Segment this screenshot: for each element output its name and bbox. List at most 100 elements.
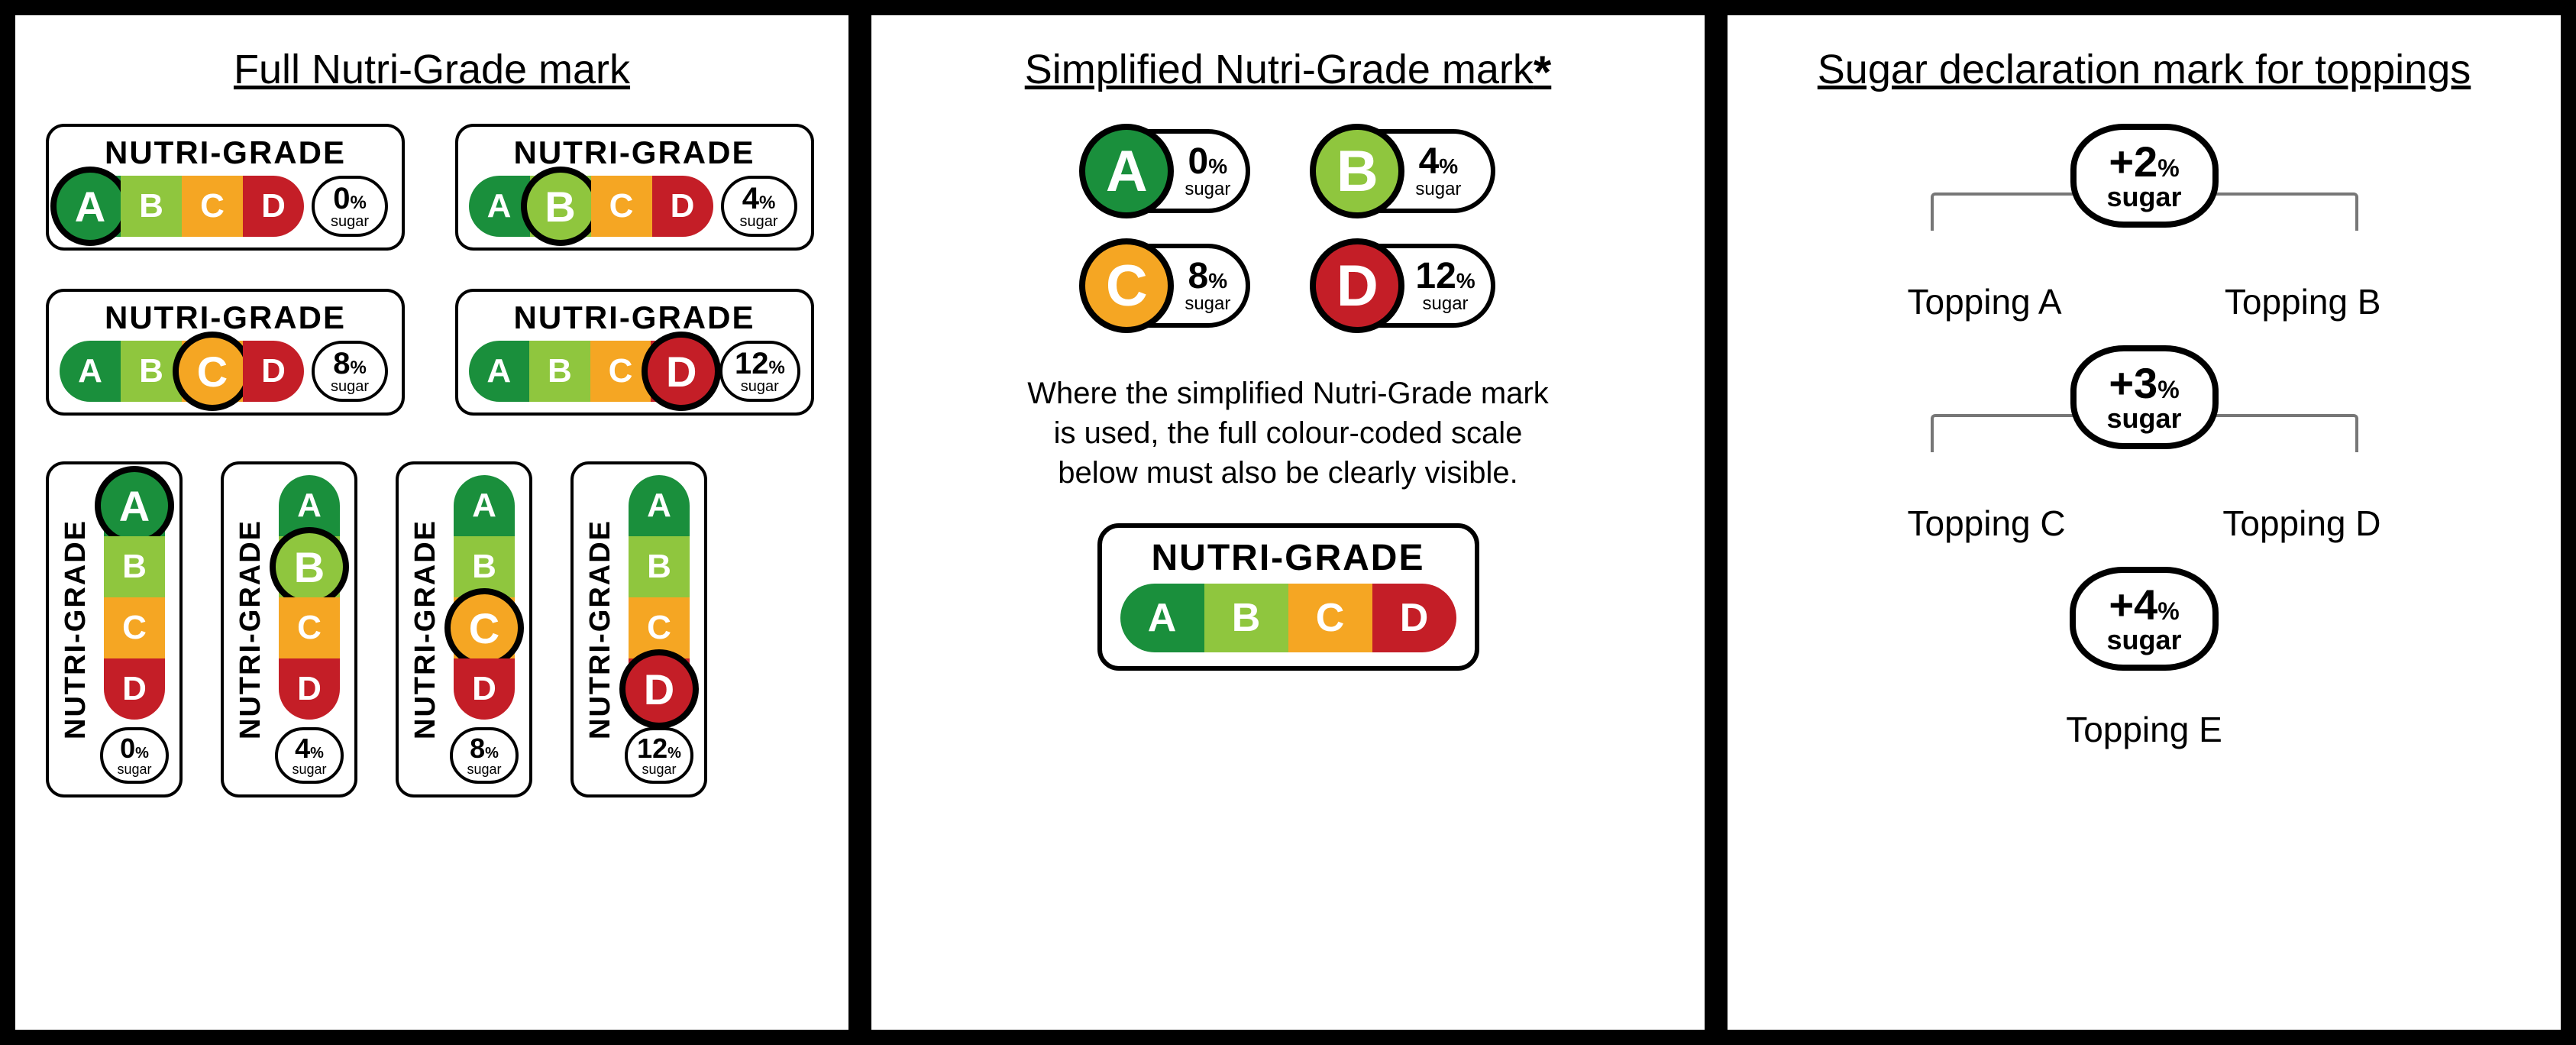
sugar-pill: 4%sugar bbox=[721, 176, 797, 237]
grade-letter: B bbox=[122, 548, 147, 586]
nutri-grade-header: NUTRI-GRADE bbox=[60, 299, 391, 336]
grade-letter: A bbox=[472, 487, 496, 525]
scale-slot-C: C bbox=[1288, 584, 1372, 652]
grade-letter: D bbox=[671, 187, 695, 225]
grade-letter: C bbox=[469, 603, 499, 653]
grade-letter: D bbox=[297, 670, 322, 708]
grade-col: ABCD8%sugar bbox=[450, 475, 519, 784]
nutri-grade-header-vert: NUTRI-GRADE bbox=[584, 519, 617, 739]
simplified-sugar-text: 0%sugar bbox=[1185, 144, 1230, 199]
nutri-grade-header-vert: NUTRI-GRADE bbox=[409, 519, 442, 739]
grade-slot-A: A bbox=[104, 475, 165, 536]
grade-slot-A: A bbox=[454, 475, 515, 536]
grade-letter: B bbox=[647, 548, 671, 586]
topping-labels: Topping C Topping D bbox=[1877, 503, 2412, 544]
nutri-grade-header: NUTRI-GRADE bbox=[469, 134, 800, 171]
topping-label: Topping D bbox=[2222, 503, 2380, 544]
grade-letter: C bbox=[297, 609, 322, 647]
full-horizontal-grid: NUTRI-GRADEABCD0%sugarNUTRI-GRADEABCD4%s… bbox=[46, 124, 818, 416]
grade-letter: C bbox=[609, 187, 634, 225]
nutri-grade-card-D: NUTRI-GRADEABCD12%sugar bbox=[455, 289, 814, 416]
panel-full-mark: Full Nutri-Grade mark NUTRI-GRADEABCD0%s… bbox=[15, 15, 848, 1030]
grade-letter: A bbox=[78, 352, 102, 390]
grade-slot-C: C bbox=[279, 597, 340, 658]
grade-slot-D: D bbox=[104, 658, 165, 720]
grade-slot-B: B bbox=[629, 536, 690, 597]
grade-letter: D bbox=[122, 670, 147, 708]
panel2-title-text: Simplified Nutri-Grade mark bbox=[1025, 47, 1534, 92]
grade-letter: A bbox=[119, 481, 150, 531]
scale-row: ABCD bbox=[1116, 584, 1461, 652]
panel1-title: Full Nutri-Grade mark bbox=[46, 46, 818, 93]
grade-letter: D bbox=[644, 665, 674, 714]
grade-row: ABCD0%sugar bbox=[60, 176, 391, 237]
grade-slot-A: A bbox=[60, 176, 121, 237]
grade-slot-C: C bbox=[104, 597, 165, 658]
grade-letter: A bbox=[647, 487, 671, 525]
grade-slot-B: B bbox=[279, 536, 340, 597]
grade-letter: B bbox=[139, 352, 163, 390]
nutri-grade-card-C: NUTRI-GRADE ABCD8%sugar bbox=[46, 289, 405, 416]
grade-letter: D bbox=[261, 352, 286, 390]
simplified-note: Where the simplified Nutri-Grade mark is… bbox=[998, 374, 1579, 493]
panel2-title: Simplified Nutri-Grade mark* bbox=[902, 46, 1674, 99]
nutri-grade-header-vert: NUTRI-GRADE bbox=[60, 519, 92, 739]
scale-slot-A: A bbox=[1120, 584, 1204, 652]
grade-slot-D: D bbox=[279, 658, 340, 720]
grade-letter: B bbox=[472, 548, 496, 586]
grade-col: ABCD12%sugar bbox=[625, 475, 693, 784]
note-line-2: is used, the full colour-coded scale bbox=[998, 413, 1579, 453]
grade-letter: C bbox=[609, 352, 633, 390]
grade-slot-D: D bbox=[243, 176, 304, 237]
grade-letter: C bbox=[197, 347, 228, 396]
scale-card: NUTRI-GRADE ABCD bbox=[1097, 523, 1479, 671]
topping-label: Topping C bbox=[1908, 503, 2066, 544]
scale-header: NUTRI-GRADE bbox=[1116, 537, 1461, 579]
grade-slot-D: D bbox=[243, 341, 304, 402]
topping-label: Topping A bbox=[1908, 281, 2062, 322]
grade-letter: D bbox=[472, 670, 496, 708]
nutri-grade-header: NUTRI-GRADE bbox=[60, 134, 391, 171]
grade-letter: A bbox=[75, 182, 105, 231]
simplified-circle-B: B bbox=[1310, 124, 1404, 218]
simplified-pill-D: D12%sugar bbox=[1311, 244, 1495, 328]
grade-slot-B: B bbox=[104, 536, 165, 597]
grade-letter: A bbox=[487, 187, 512, 225]
grade-letter: A bbox=[486, 352, 511, 390]
simplified-sugar-text: 4%sugar bbox=[1415, 144, 1461, 199]
grade-slot-C: C bbox=[591, 176, 652, 237]
topping-oval: +2%sugar bbox=[2070, 124, 2218, 228]
simplified-grid: A0%sugarB4%sugarC8%sugarD12%sugar bbox=[902, 129, 1674, 328]
note-line-3: below must also be clearly visible. bbox=[998, 453, 1579, 493]
nutri-grade-card-vert-D: NUTRI-GRADEABCD12%sugar bbox=[570, 461, 707, 798]
panel-toppings: Sugar declaration mark for toppings +2%s… bbox=[1728, 15, 2561, 1030]
simplified-circle-C: C bbox=[1079, 238, 1174, 333]
full-vertical-grid: NUTRI-GRADEABCD0%sugarNUTRI-GRADEABCD4%s… bbox=[46, 461, 818, 798]
topping-single: +4%sugarTopping E bbox=[2066, 567, 2222, 750]
simplified-pill-C: C8%sugar bbox=[1081, 244, 1250, 328]
nutri-grade-card-vert-B: NUTRI-GRADEABCD4%sugar bbox=[221, 461, 357, 798]
grade-slot-D: D bbox=[651, 341, 712, 402]
topping-oval: +4%sugar bbox=[2070, 567, 2218, 671]
sugar-pill-vert: 4%sugar bbox=[275, 727, 344, 784]
grade-letter: B bbox=[294, 542, 325, 592]
topping-label: Topping B bbox=[2225, 281, 2381, 322]
grade-slot-B: B bbox=[121, 176, 182, 237]
grade-col: ABCD0%sugar bbox=[100, 475, 169, 784]
nutri-grade-card-vert-C: NUTRI-GRADEABCD8%sugar bbox=[396, 461, 532, 798]
topping-group-2: +3%sugarTopping CTopping D bbox=[1877, 345, 2412, 559]
grade-slot-C: C bbox=[182, 176, 243, 237]
grade-slot-B: B bbox=[529, 341, 590, 402]
grade-row: ABCD4%sugar bbox=[469, 176, 800, 237]
simplified-sugar-text: 12%sugar bbox=[1415, 258, 1475, 313]
simplified-pill-A: A0%sugar bbox=[1081, 129, 1250, 213]
grade-slot-A: A bbox=[60, 341, 121, 402]
grade-slot-D: D bbox=[629, 658, 690, 720]
simplified-circle-D: D bbox=[1310, 238, 1404, 333]
grade-letter: C bbox=[647, 609, 671, 647]
grade-row: ABCD8%sugar bbox=[60, 341, 391, 402]
grade-letter: D bbox=[261, 187, 286, 225]
simplified-circle-A: A bbox=[1079, 124, 1174, 218]
panel-simplified-mark: Simplified Nutri-Grade mark* A0%sugarB4%… bbox=[871, 15, 1705, 1030]
topping-labels: Topping A Topping B bbox=[1877, 281, 2412, 322]
